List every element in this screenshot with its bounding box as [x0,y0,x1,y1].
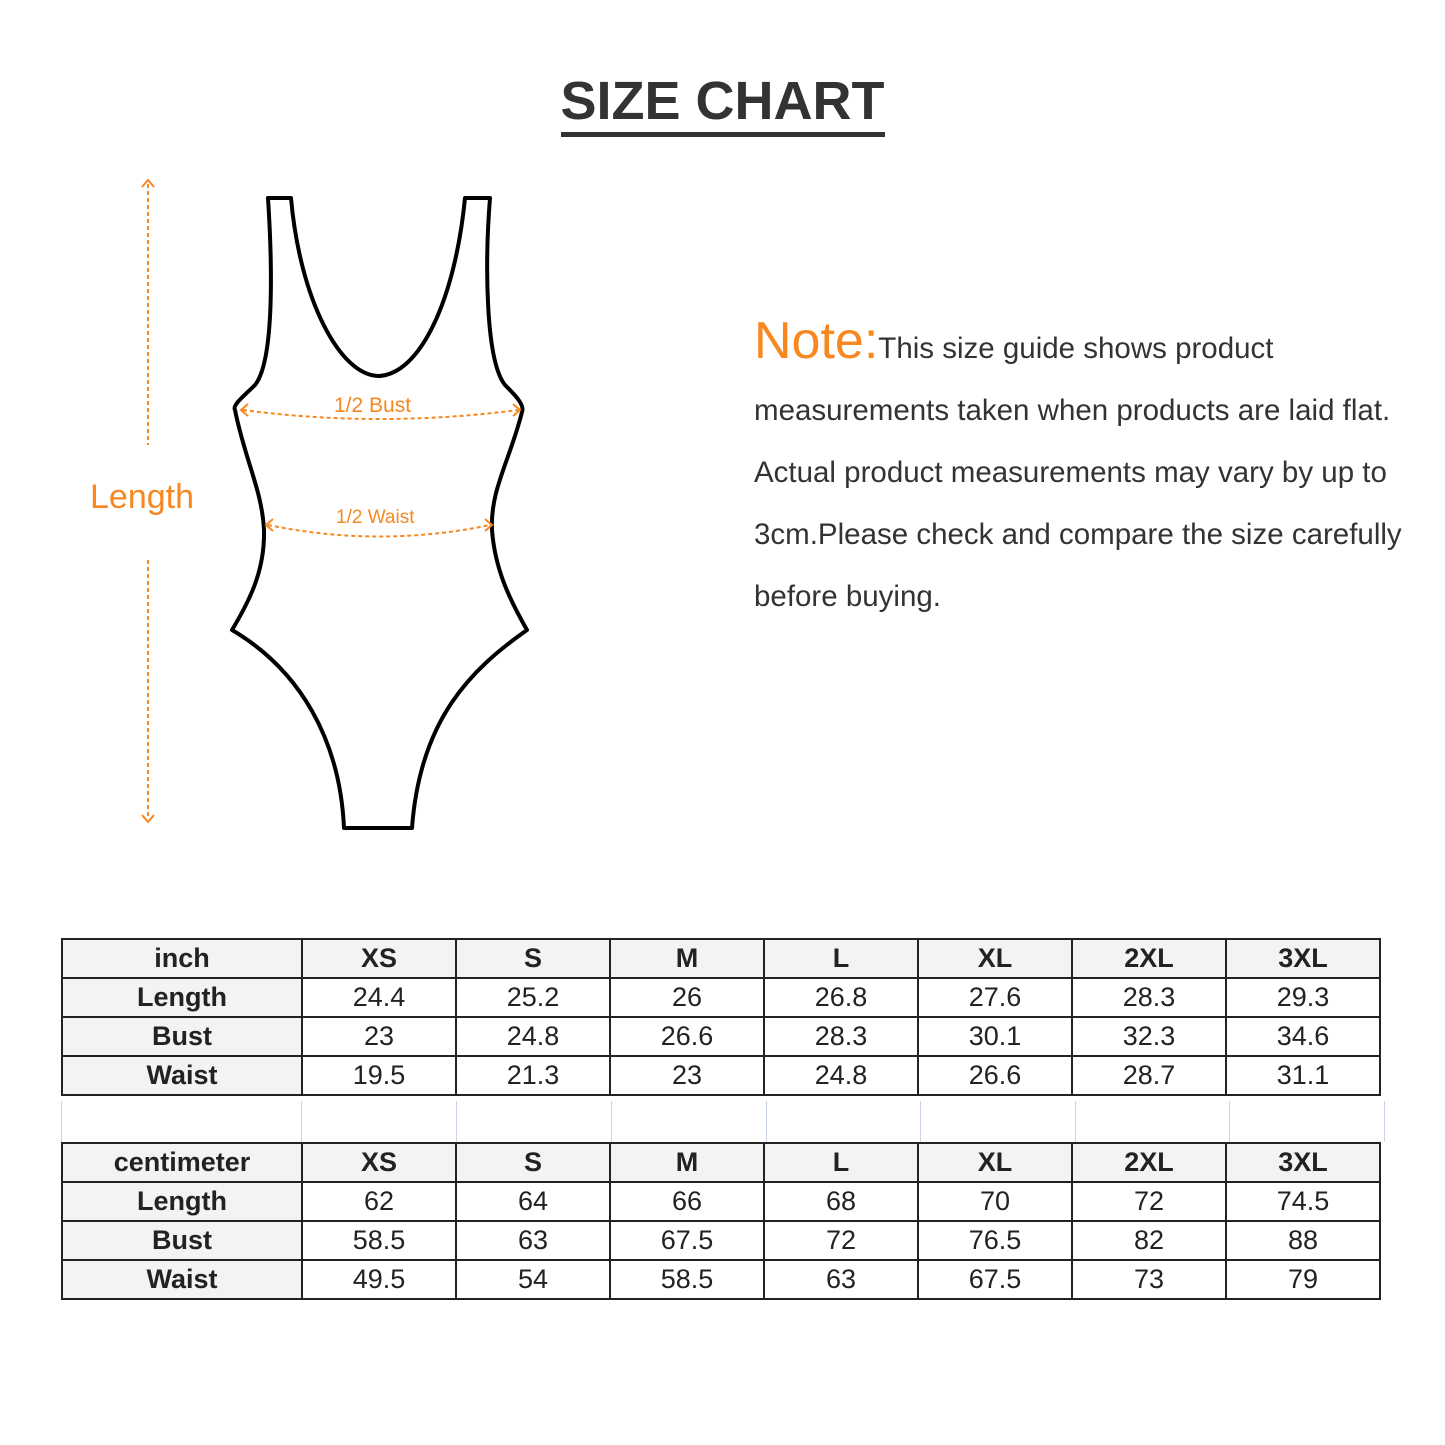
value-cell: 58.5 [609,1259,765,1300]
value-cell: 63 [455,1220,611,1261]
note: Note:This size guide shows product measu… [754,310,1414,628]
length-label: Length [90,478,194,516]
value-cell: 49.5 [301,1259,457,1300]
value-cell: 24.8 [763,1055,919,1096]
measure-label: Length [61,977,303,1018]
size-header: 3XL [1225,938,1381,979]
measure-label: Length [61,1181,303,1222]
value-cell: 54 [455,1259,611,1300]
table-row: Waist 49.5 54 58.5 63 67.5 73 79 [61,1259,1381,1300]
size-header: XL [917,1142,1073,1183]
table-row: Length 62 64 66 68 70 72 74.5 [61,1181,1381,1222]
value-cell: 23 [609,1055,765,1096]
table-row: Waist 19.5 21.3 23 24.8 26.6 28.7 31.1 [61,1055,1381,1096]
arrow-right-icon [512,403,522,417]
value-cell: 29.3 [1225,977,1381,1018]
value-cell: 62 [301,1181,457,1222]
value-cell: 26.8 [763,977,919,1018]
arrow-right-icon [484,518,494,532]
value-cell: 76.5 [917,1220,1073,1261]
measure-label: Bust [61,1220,303,1261]
bust-line [242,409,519,420]
value-cell: 63 [763,1259,919,1300]
value-cell: 28.3 [1071,977,1227,1018]
value-cell: 73 [1071,1259,1227,1300]
value-cell: 82 [1071,1220,1227,1261]
size-header: S [455,1142,611,1183]
value-cell: 26.6 [609,1016,765,1057]
table-row: Bust 58.5 63 67.5 72 76.5 82 88 [61,1220,1381,1261]
value-cell: 28.3 [763,1016,919,1057]
value-cell: 23 [301,1016,457,1057]
table-row: Length 24.4 25.2 26 26.8 27.6 28.3 29.3 [61,977,1381,1018]
inch-size-table: inch XS S M L XL 2XL 3XL Length 24.4 25.2 26 26.8 27.… [61,938,1381,1096]
value-cell: 67.5 [609,1220,765,1261]
waist-label: 1/2 Waist [336,507,415,528]
page-title: SIZE CHART [0,70,1445,137]
arrow-left-icon [264,518,274,532]
size-header: 2XL [1071,1142,1227,1183]
arrow-left-icon [239,403,249,417]
header-row: centimeter XS S M L XL 2XL 3XL [61,1142,1381,1183]
value-cell: 19.5 [301,1055,457,1096]
measure-label: Bust [61,1016,303,1057]
note-label: Note: [754,312,879,370]
value-cell: 30.1 [917,1016,1073,1057]
value-cell: 64 [455,1181,611,1222]
size-header: M [609,1142,765,1183]
value-cell: 66 [609,1181,765,1222]
value-cell: 31.1 [1225,1055,1381,1096]
size-header: 2XL [1071,938,1227,979]
value-cell: 74.5 [1225,1181,1381,1222]
table-spacer [61,1101,1385,1142]
value-cell: 32.3 [1071,1016,1227,1057]
size-header: XS [301,938,457,979]
swimsuit-diagram [141,178,529,830]
value-cell: 24.4 [301,977,457,1018]
header-row: inch XS S M L XL 2XL 3XL [61,938,1381,979]
value-cell: 79 [1225,1259,1381,1300]
measure-label: Waist [61,1055,303,1096]
size-header: L [763,1142,919,1183]
value-cell: 24.8 [455,1016,611,1057]
title-text: SIZE CHART [560,70,885,137]
size-header: M [609,938,765,979]
value-cell: 68 [763,1181,919,1222]
value-cell: 26 [609,977,765,1018]
unit-cell: centimeter [61,1142,303,1183]
value-cell: 27.6 [917,977,1073,1018]
measure-label: Waist [61,1259,303,1300]
bust-label: 1/2 Bust [334,394,412,417]
size-header: S [455,938,611,979]
size-header: XS [301,1142,457,1183]
swimsuit-outline [230,196,529,830]
table-row: Bust 23 24.8 26.6 28.3 30.1 32.3 34.6 [61,1016,1381,1057]
note-text: This size guide shows product measuremen… [754,332,1402,613]
value-cell: 72 [763,1220,919,1261]
value-cell: 34.6 [1225,1016,1381,1057]
value-cell: 26.6 [917,1055,1073,1096]
value-cell: 21.3 [455,1055,611,1096]
value-cell: 58.5 [301,1220,457,1261]
size-header: XL [917,938,1073,979]
value-cell: 70 [917,1181,1073,1222]
value-cell: 67.5 [917,1259,1073,1300]
waist-line [267,524,491,538]
size-header: L [763,938,919,979]
value-cell: 25.2 [455,977,611,1018]
value-cell: 88 [1225,1220,1381,1261]
value-cell: 28.7 [1071,1055,1227,1096]
value-cell: 72 [1071,1181,1227,1222]
unit-cell: inch [61,938,303,979]
size-header: 3XL [1225,1142,1381,1183]
arrow-up-icon [141,178,155,188]
centimeter-size-table: centimeter XS S M L XL 2XL 3XL Length 62 64 66 68 70 7… [61,1142,1381,1300]
arrow-down-icon [141,814,155,824]
